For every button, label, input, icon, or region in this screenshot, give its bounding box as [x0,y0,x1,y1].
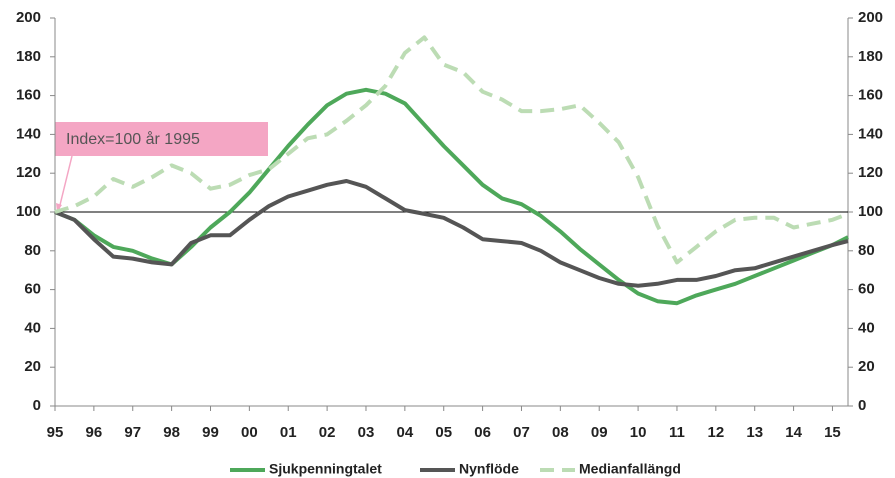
x-tick-label: 00 [241,424,258,441]
series-line [54,179,849,288]
y2-tick-label: 100 [858,203,883,220]
y-tick-label: 0 [33,397,41,414]
x-tick-label: 14 [785,424,802,441]
y-tick-label: 40 [24,319,41,336]
x-tick-label: 15 [824,424,841,441]
y2-tick-label: 40 [858,319,875,336]
annotation-box [55,122,268,156]
legend-label: Medianfallängd [579,461,681,477]
legend-label: Nynflöde [459,461,519,477]
y2-tick-label: 120 [858,164,883,181]
y-tick-label: 100 [16,203,41,220]
x-tick-label: 02 [319,424,336,441]
series-line [54,87,849,306]
series-line [54,35,849,265]
y2-tick-label: 180 [858,48,883,65]
y2-tick-label: 140 [858,125,883,142]
x-tick-label: 06 [474,424,491,441]
annotation-arrow [58,155,73,210]
y2-tick-label: 20 [858,358,875,375]
y-tick-label: 80 [24,242,41,259]
x-tick-label: 95 [47,424,64,441]
y-tick-label: 160 [16,87,41,104]
y2-tick-label: 200 [858,9,883,26]
x-tick-label: 01 [280,424,297,441]
y2-tick-label: 0 [858,397,866,414]
y-tick-label: 60 [24,281,41,298]
y2-tick-label: 60 [858,281,875,298]
x-tick-label: 13 [746,424,763,441]
x-tick-label: 12 [707,424,724,441]
x-tick-label: 11 [669,424,685,441]
x-tick-label: 05 [435,424,452,441]
x-tick-label: 97 [124,424,141,441]
annotation: Index=100 år 1995 [66,130,200,148]
x-tick-label: 04 [397,424,414,441]
x-tick-label: 09 [591,424,608,441]
y-tick-label: 200 [16,9,41,26]
y-tick-label: 120 [16,164,41,181]
x-tick-label: 07 [513,424,530,441]
y-tick-label: 180 [16,48,41,65]
x-tick-label: 96 [86,424,103,441]
legend-label: Sjukpenningtalet [269,461,382,477]
x-tick-label: 08 [552,424,569,441]
y-tick-label: 20 [24,358,41,375]
y2-tick-label: 160 [858,87,883,104]
y2-tick-label: 80 [858,242,875,259]
y-tick-label: 140 [16,125,41,142]
x-tick-label: 98 [163,424,180,441]
x-tick-label: 10 [630,424,647,441]
x-tick-label: 99 [202,424,219,441]
x-tick-label: 03 [358,424,375,441]
